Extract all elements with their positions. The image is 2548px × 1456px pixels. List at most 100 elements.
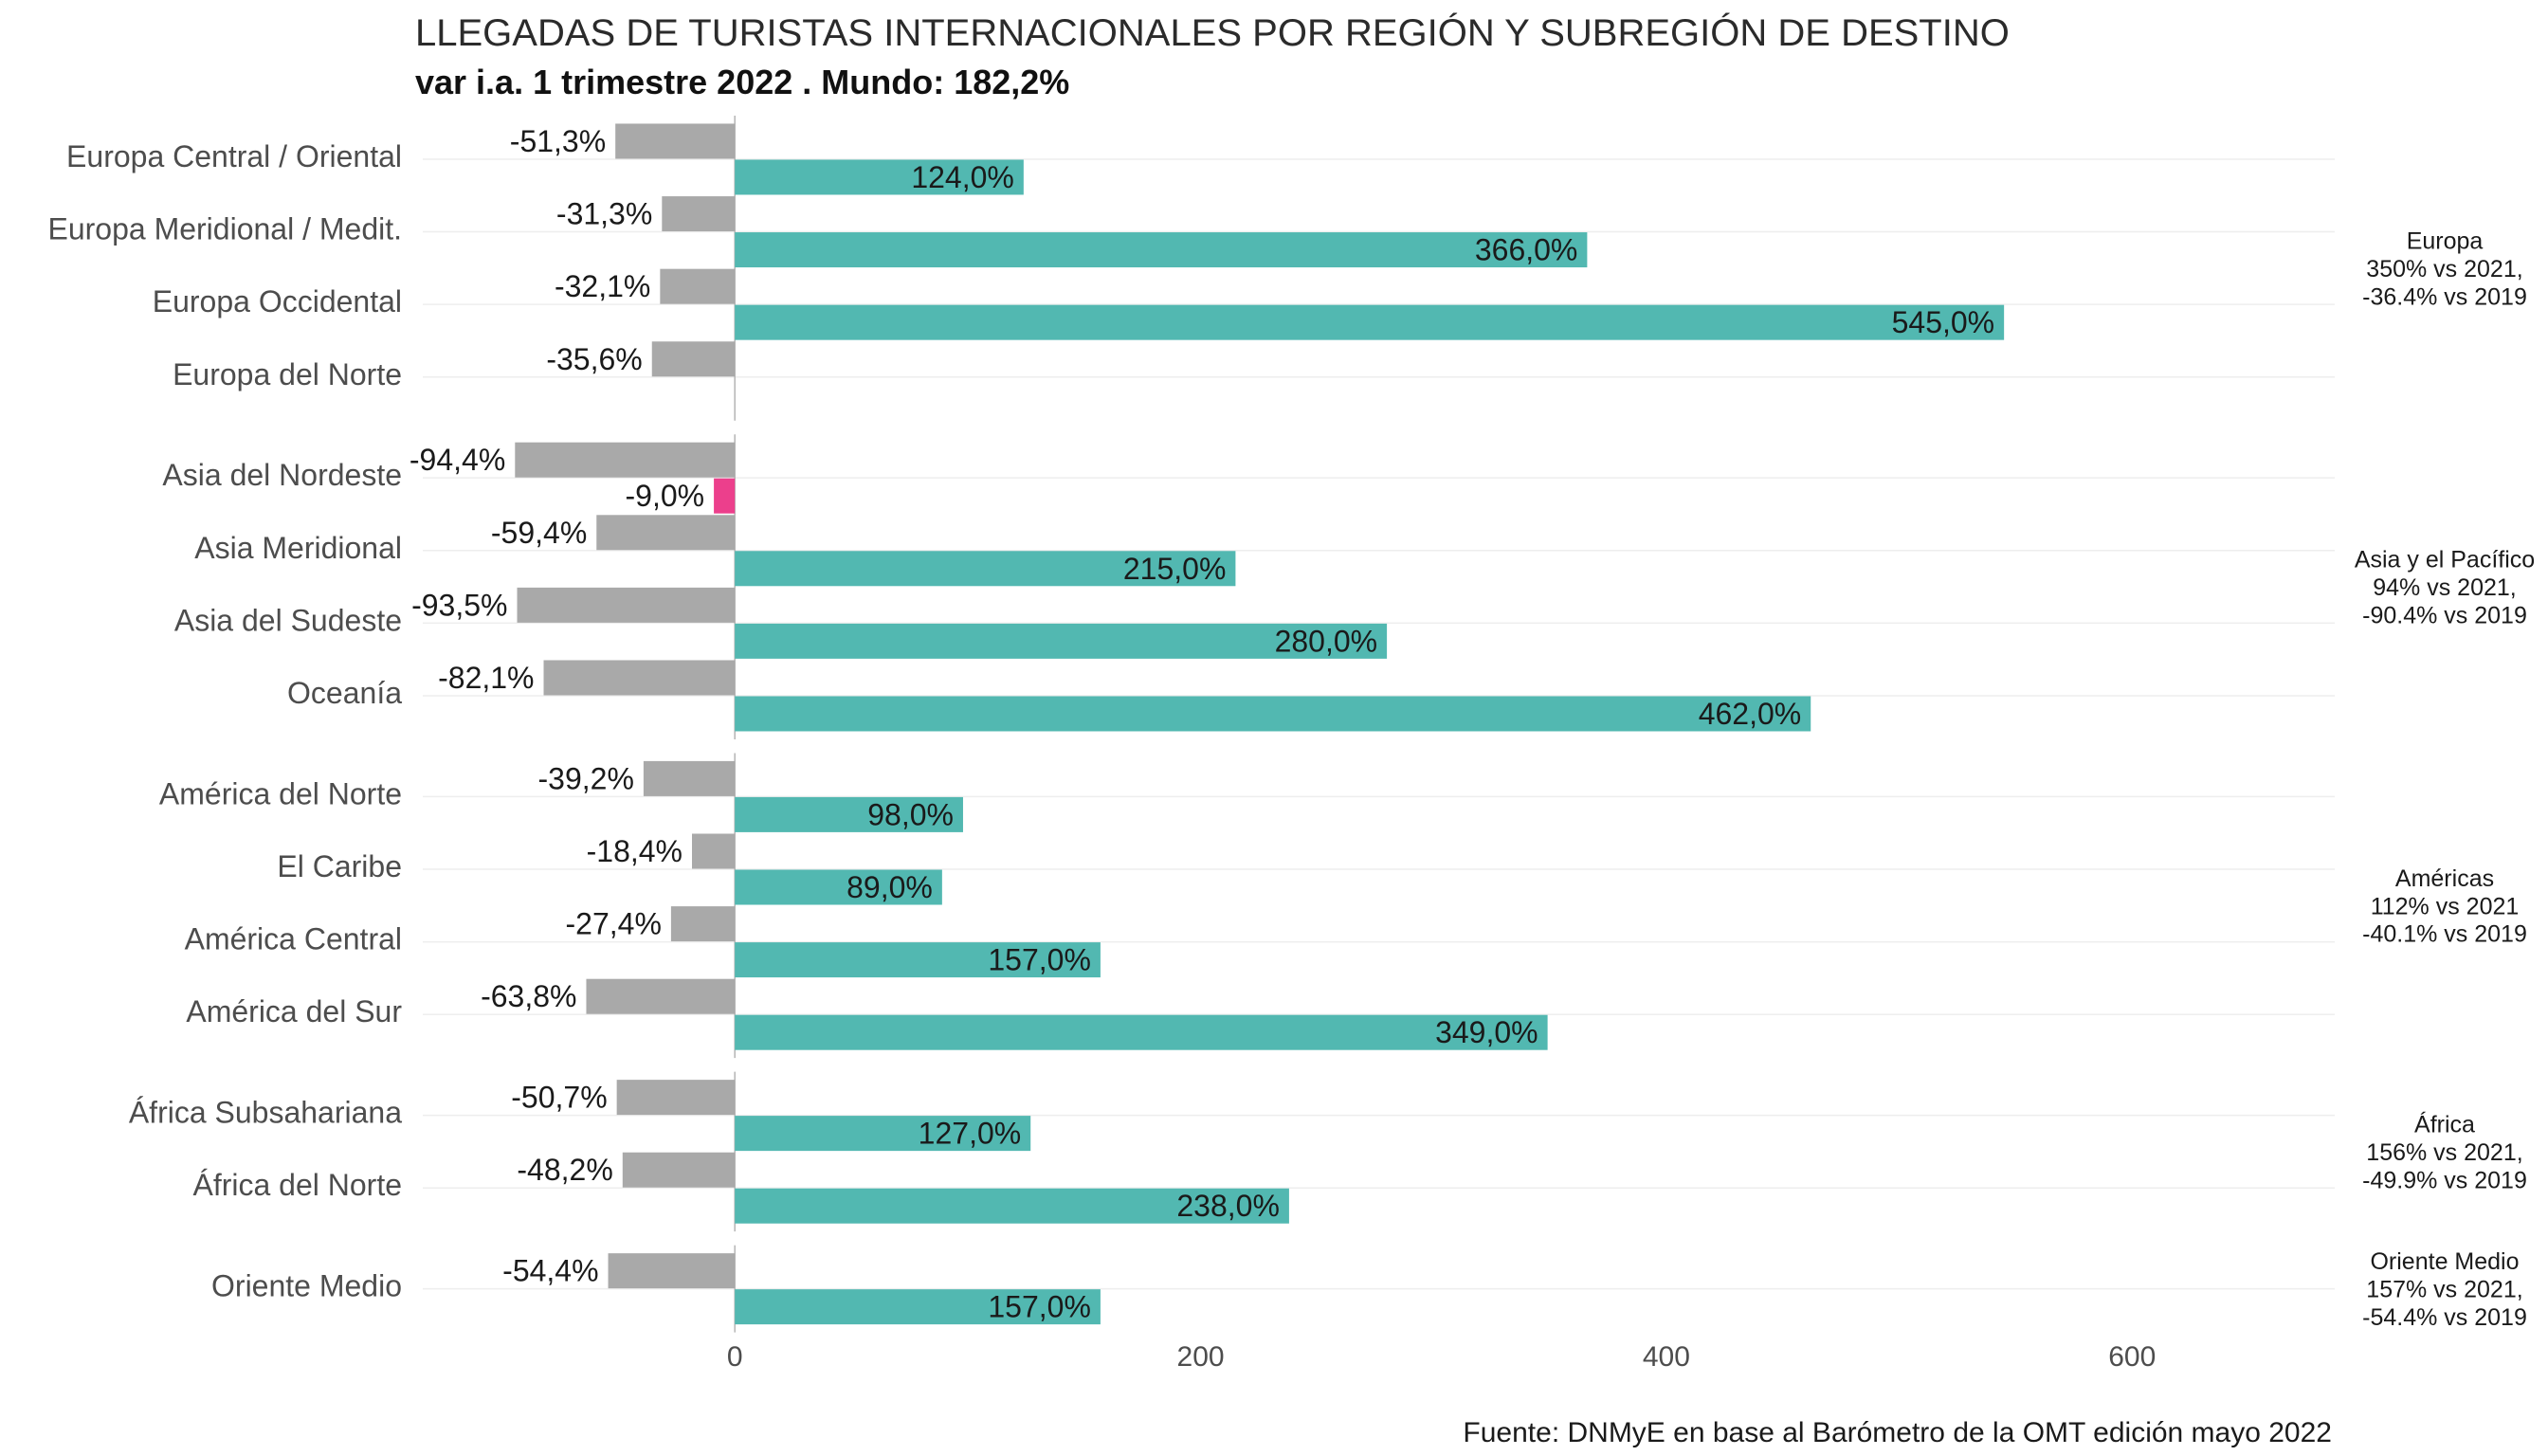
value-label-vs-2021: 238,0%: [1176, 1189, 1280, 1223]
row-asia-del-nordeste: Asia del Nordeste -94,4% -9,0%: [162, 442, 736, 514]
facet-asia-y-el-pacifico: Asia del Nordeste -94,4%-9,0%Asia Meridio…: [162, 434, 2535, 739]
category-label: Oriente Medio: [211, 1269, 402, 1303]
facet-strip-line: -49.9% vs 2019: [2362, 1167, 2527, 1193]
value-label-vs-2019: -51,3%: [510, 124, 606, 158]
facet-europa: Europa Central / Oriental -51,3%124,0% Eur…: [47, 116, 2527, 421]
category-label: América del Norte: [159, 776, 402, 810]
bar-vs-2019: [517, 587, 736, 623]
bar-vs-2019: [660, 268, 736, 304]
bar-vs-2021: [735, 1188, 1289, 1224]
value-label-vs-2019: -27,4%: [566, 907, 662, 941]
row-europa-occidental: Europa Occidental -32,1% 545,0%: [153, 268, 2005, 340]
bar-vs-2021: [735, 623, 1388, 659]
x-tick-label: 600: [2108, 1341, 2156, 1373]
row-africa-subsahariana: África Subsahariana -50,7% 127,0%: [129, 1080, 1031, 1152]
bar-vs-2021: [735, 696, 1811, 732]
bar-vs-2021: [735, 1116, 1031, 1152]
bar-vs-2021: [735, 1014, 1548, 1050]
bar-vs-2019: [543, 660, 736, 696]
facet-strip-line: -36.4% vs 2019: [2362, 283, 2527, 310]
bar-vs-2019: [692, 833, 736, 869]
row-europa-central-oriental: Europa Central / Oriental -51,3% 124,0%: [66, 123, 1024, 195]
facet-strip-line: 157% vs 2021,: [2366, 1277, 2522, 1303]
category-label: El Caribe: [277, 849, 402, 883]
bar-vs-2019: [586, 978, 736, 1014]
row-oriente-medio: Oriente Medio -54,4% 157,0%: [211, 1253, 1101, 1325]
row-europa-del-norte: Europa del Norte -35,6%: [173, 341, 736, 391]
bar-vs-2021: [735, 869, 942, 905]
category-label: América del Sur: [186, 994, 402, 1028]
x-tick-label: 200: [1177, 1341, 1225, 1373]
value-label-vs-2021: 215,0%: [1123, 552, 1227, 586]
value-label-vs-2021: 127,0%: [919, 1117, 1022, 1151]
row-america-del-sur: América del Sur -63,8% 349,0%: [186, 978, 1548, 1050]
value-label-vs-2021: 157,0%: [988, 943, 1091, 977]
bar-vs-2019: [622, 1152, 736, 1188]
value-label-vs-2021: 462,0%: [1699, 697, 1802, 731]
category-label: Oceanía: [287, 676, 402, 710]
facet-strip-line: -54.4% vs 2019: [2362, 1304, 2527, 1331]
facet-oriente-medio: Oriente Medio -54,4%157,0%Oriente Medio15…: [211, 1245, 2527, 1333]
category-label: Europa del Norte: [173, 357, 402, 391]
value-label-vs-2019: -39,2%: [538, 761, 634, 795]
facet-americas: América del Norte -39,2% 98,0% El Caribe -18…: [159, 753, 2527, 1059]
bar-vs-2019: [670, 906, 736, 942]
row-oceania: Oceanía -82,1% 462,0%: [287, 660, 1811, 732]
facet-strip-line: Américas: [2395, 865, 2494, 892]
value-label-vs-2019: -35,6%: [546, 342, 642, 376]
value-label-vs-2019: -59,4%: [491, 516, 587, 550]
row-el-caribe: El Caribe -18,4% 89,0%: [277, 833, 942, 905]
value-label-vs-2021: 545,0%: [1892, 305, 1995, 339]
row-america-central: América Central -27,4% 157,0%: [185, 906, 1101, 978]
bar-vs-2021: [735, 942, 1101, 978]
plot-area: Europa Central / Oriental -51,3%124,0% Eur…: [47, 116, 2535, 1333]
bar-vs-2021: [735, 1289, 1101, 1325]
category-label: Asia Meridional: [194, 531, 402, 565]
facet-strip-line: -40.1% vs 2019: [2362, 921, 2527, 948]
value-label-vs-2019: -54,4%: [502, 1254, 598, 1288]
value-label-vs-2019: -31,3%: [556, 197, 652, 231]
chart-title: LLEGADAS DE TURISTAS INTERNACIONALES POR…: [415, 11, 2010, 54]
value-label-vs-2021: 280,0%: [1275, 624, 1378, 658]
bar-vs-2021: [735, 796, 963, 832]
category-label: Europa Occidental: [153, 284, 402, 318]
facet-strip-line: Oriente Medio: [2370, 1248, 2519, 1275]
category-label: América Central: [185, 922, 402, 956]
value-label-vs-2021: 98,0%: [867, 797, 954, 831]
value-label-vs-2021: 89,0%: [846, 870, 933, 904]
value-label-vs-2019: -32,1%: [555, 269, 650, 303]
category-label: Asia del Sudeste: [174, 603, 402, 637]
bar-vs-2019: [615, 123, 736, 159]
bar-vs-2021: [735, 159, 1024, 195]
facet-africa: África Subsahariana -50,7%127,0%África de…: [129, 1071, 2527, 1232]
bar-vs-2019: [515, 442, 736, 478]
bar-vs-2021: [714, 478, 736, 514]
value-label-vs-2021: -9,0%: [626, 479, 705, 513]
source-caption: Fuente: DNMyE en base al Barómetro de la…: [1463, 1417, 2332, 1448]
category-label: África Subsahariana: [129, 1096, 402, 1130]
row-africa-del-norte: África del Norte -48,2% 238,0%: [192, 1152, 1289, 1224]
bar-vs-2021: [735, 232, 1588, 268]
row-asia-del-sudeste: Asia del Sudeste -93,5% 280,0%: [174, 587, 1388, 659]
bar-vs-2019: [643, 760, 736, 796]
x-tick-label: 0: [727, 1341, 743, 1373]
row-europa-meridional-medit: Europa Meridional / Medit. -31,3% 366,0%: [47, 196, 1588, 268]
value-label-vs-2019: -82,1%: [438, 661, 534, 695]
facet-strip-line: 94% vs 2021,: [2373, 574, 2517, 601]
chart-subtitle: var i.a. 1 trimestre 2022 . Mundo: 182,2…: [415, 63, 1069, 101]
row-asia-meridional: Asia Meridional -59,4% 215,0%: [194, 515, 1236, 587]
value-label-vs-2019: -18,4%: [587, 834, 682, 868]
category-label: Asia del Nordeste: [162, 458, 402, 492]
value-label-vs-2019: -94,4%: [410, 443, 505, 477]
value-label-vs-2019: -63,8%: [481, 979, 576, 1013]
category-label: Europa Meridional / Medit.: [47, 212, 402, 246]
value-label-vs-2019: -48,2%: [517, 1153, 612, 1187]
value-label-vs-2019: -50,7%: [511, 1081, 607, 1115]
bar-vs-2019: [616, 1080, 736, 1116]
x-tick-label: 400: [1643, 1341, 1690, 1373]
value-label-vs-2019: -93,5%: [411, 588, 507, 622]
bar-vs-2021: [735, 551, 1236, 587]
value-label-vs-2021: 349,0%: [1435, 1015, 1538, 1049]
bar-vs-2019: [651, 341, 736, 377]
